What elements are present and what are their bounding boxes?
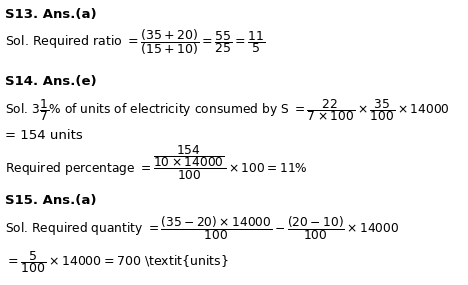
Text: = 154 units: = 154 units xyxy=(5,129,83,142)
Text: Sol. Required quantity $= \dfrac{(35-20)\times14000}{100} - \dfrac{(20-10)}{100}: Sol. Required quantity $= \dfrac{(35-20)… xyxy=(5,215,400,243)
Text: S15. Ans.(a): S15. Ans.(a) xyxy=(5,194,97,207)
Text: $= \dfrac{5}{100} \times 14000 = 700$ \textit{units}: $= \dfrac{5}{100} \times 14000 = 700$ \t… xyxy=(5,249,229,275)
Text: Required percentage $= \dfrac{\dfrac{154}{10\times14000}}{100} \times 100 = 11\%: Required percentage $= \dfrac{\dfrac{154… xyxy=(5,143,308,182)
Text: Sol. Required ratio $= \dfrac{(35+20)}{(15+10)} = \dfrac{55}{25} = \dfrac{11}{5}: Sol. Required ratio $= \dfrac{(35+20)}{(… xyxy=(5,27,265,57)
Text: S14. Ans.(e): S14. Ans.(e) xyxy=(5,75,97,88)
Text: Sol. $3\dfrac{1}{7}$% of units of electricity consumed by S $= \dfrac{22}{7\time: Sol. $3\dfrac{1}{7}$% of units of electr… xyxy=(5,97,450,123)
Text: S13. Ans.(a): S13. Ans.(a) xyxy=(5,8,97,21)
